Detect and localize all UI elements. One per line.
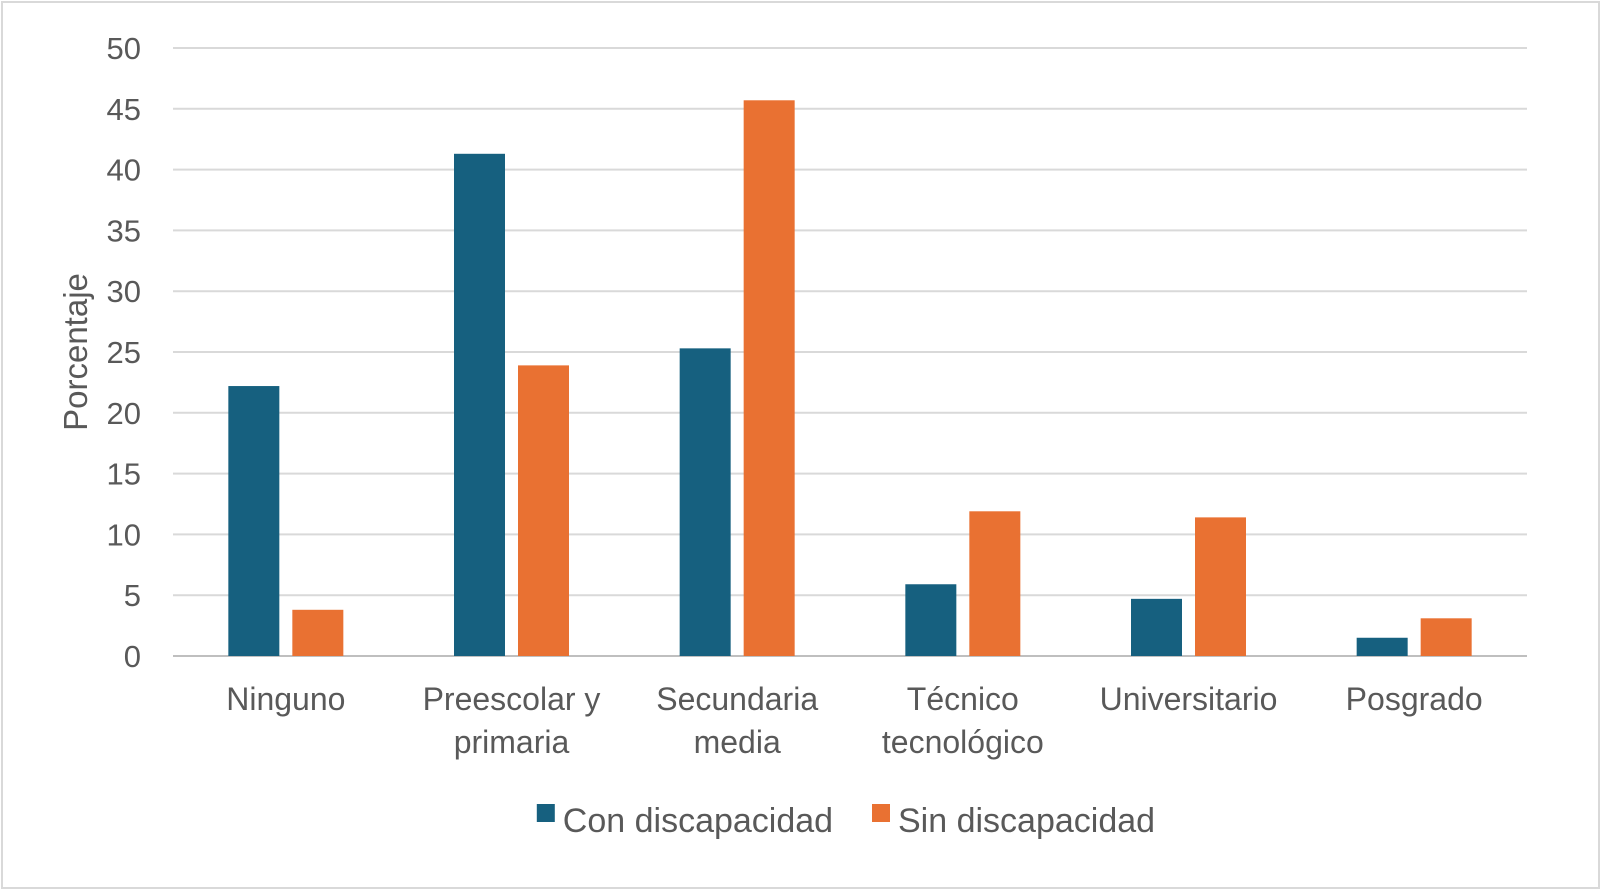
- bar-sin-discapacidad: [518, 365, 569, 656]
- bar-con-discapacidad: [679, 348, 731, 656]
- bar-sin-discapacidad: [969, 511, 1021, 656]
- y-tick-label: 10: [107, 517, 141, 552]
- bar-con-discapacidad: [454, 153, 505, 657]
- y-tick-label: 0: [124, 639, 141, 674]
- y-tick-label: 30: [107, 274, 141, 309]
- bar-chart: 0 5 10 15 20 25 30 35 40 45 50 Ninguno Preescolar y…: [57, 31, 1527, 840]
- y-tick-label: 20: [107, 396, 141, 431]
- x-category-label: Secundaria: [656, 681, 818, 717]
- y-tick-label: 15: [107, 457, 141, 492]
- legend-swatch: [872, 804, 890, 822]
- y-tick-label: 50: [107, 31, 141, 66]
- x-category-label: Posgrado: [1346, 681, 1483, 717]
- x-category-label: Ninguno: [226, 681, 345, 717]
- bar-sin-discapacidad: [743, 100, 795, 656]
- x-category-label: Universitario: [1100, 681, 1278, 717]
- y-tick-label: 5: [124, 578, 141, 613]
- bar-sin-discapacidad: [1195, 517, 1246, 656]
- bar-con-discapacidad: [1356, 637, 1408, 656]
- legend-label: Sin discapacidad: [898, 802, 1155, 840]
- legend: Con discapacidad Sin discapacidad: [536, 802, 1155, 840]
- x-category-label: media: [694, 724, 781, 760]
- bar-sin-discapacidad: [292, 609, 344, 656]
- x-category-label: tecnológico: [882, 724, 1044, 760]
- bar-sin-discapacidad: [1420, 618, 1472, 656]
- gridlines: [173, 47, 1527, 657]
- x-category-label: primaria: [454, 724, 570, 760]
- y-tick-label: 45: [107, 92, 141, 127]
- y-tick-label: 35: [107, 213, 141, 248]
- y-tick-label: 40: [107, 153, 141, 188]
- y-axis-title: Porcentaje: [57, 273, 94, 431]
- x-category-label: Preescolar y: [423, 681, 601, 717]
- legend-swatch: [536, 804, 555, 822]
- y-tick-label: 25: [107, 335, 141, 370]
- bar-con-discapacidad: [228, 386, 280, 656]
- bar-con-discapacidad: [1131, 598, 1182, 656]
- y-axis-ticks: 0 5 10 15 20 25 30 35 40 45 50: [107, 31, 141, 674]
- x-axis-categories: Ninguno Preescolar y primaria Secundaria med…: [226, 681, 1482, 760]
- bar-con-discapacidad: [905, 584, 957, 656]
- bars: [228, 100, 1472, 657]
- x-category-label: Técnico: [907, 681, 1019, 717]
- legend-label: Con discapacidad: [563, 802, 833, 840]
